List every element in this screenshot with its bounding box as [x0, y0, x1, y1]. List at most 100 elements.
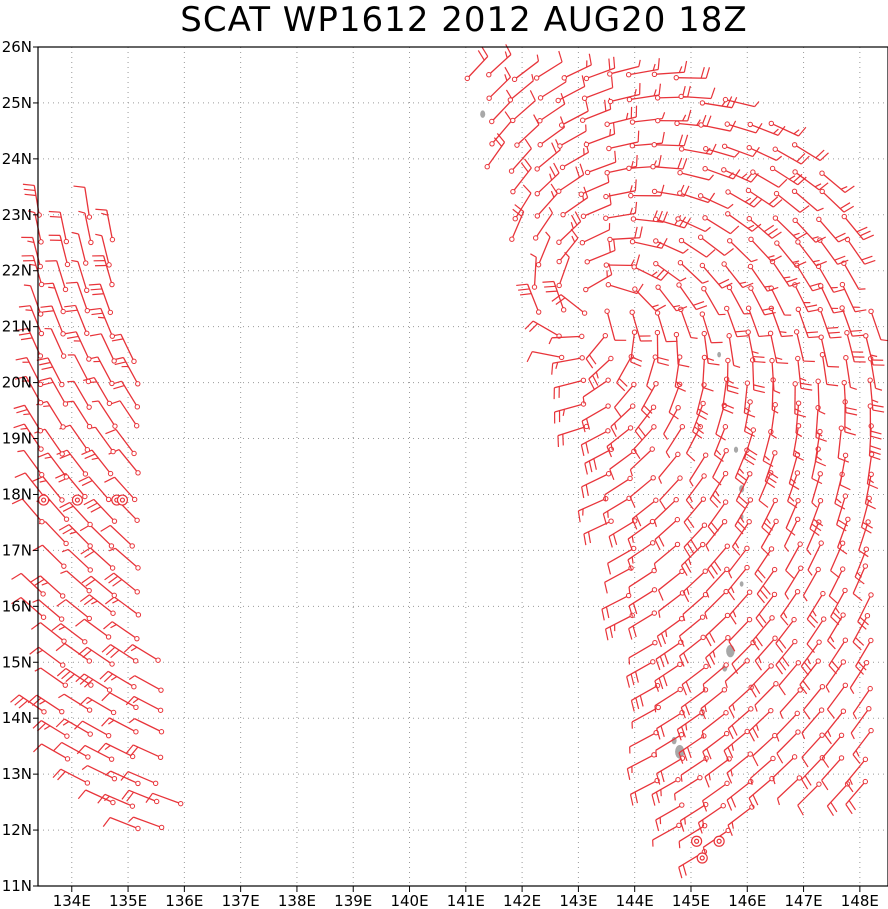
wind-barb-312	[795, 400, 803, 438]
wind-barb-183	[749, 663, 774, 698]
wind-barb-31	[29, 646, 66, 668]
wind-barb-347	[654, 329, 669, 367]
land-islet-0	[480, 110, 486, 118]
wind-barb-84	[39, 377, 69, 407]
wind-barb-406	[653, 238, 689, 254]
wind-barb-338	[769, 357, 781, 394]
wind-barb-392	[677, 260, 709, 284]
wind-barb-87	[110, 380, 141, 410]
wind-barb-12	[76, 744, 115, 762]
wind-barb-89	[36, 357, 65, 388]
wind-barb-285	[764, 450, 779, 489]
wind-barb-427	[792, 217, 826, 243]
wind-barb-252	[837, 516, 851, 555]
wind-barb-64	[32, 476, 65, 503]
wind-barb-163	[748, 707, 774, 742]
wind-barb-205	[775, 616, 797, 653]
wind-barb-249	[760, 518, 779, 556]
wind-barb-45	[11, 572, 46, 597]
wind-barb-119	[73, 185, 93, 220]
wind-barb-505	[651, 60, 688, 78]
wind-barb-417	[560, 186, 589, 218]
wind-barb-244	[627, 518, 656, 550]
wind-barb-357	[516, 283, 542, 315]
y-tick-label-6: 17N	[2, 541, 32, 559]
land-islet-2	[733, 446, 739, 453]
wind-barb-423	[702, 215, 740, 235]
wind-barb-346	[630, 329, 643, 367]
calm-marker-0	[38, 494, 50, 506]
wind-barb-53	[108, 547, 141, 571]
wind-barb-331	[588, 355, 614, 390]
wind-barb-245	[654, 516, 681, 551]
wind-barb-258	[683, 496, 707, 532]
wind-barb-470	[746, 144, 783, 161]
wind-barb-177	[852, 685, 873, 720]
wind-barb-295	[685, 423, 703, 462]
x-tick-label-9: 143E	[559, 892, 597, 909]
wind-barb-494	[678, 87, 716, 100]
wind-barb-44	[104, 596, 142, 618]
wind-barb-275	[811, 471, 823, 508]
wind-barb-175	[802, 684, 826, 720]
wind-barb-292	[606, 425, 634, 458]
y-tick-label-7: 18N	[2, 485, 32, 503]
wind-barb-108	[71, 259, 90, 293]
wind-barb-17	[74, 720, 112, 739]
wind-barb-299	[792, 423, 804, 461]
wind-barb-0	[102, 816, 141, 832]
wind-barb-326	[815, 378, 826, 415]
wind-barb-469	[721, 143, 760, 158]
wind-barb-206	[806, 616, 827, 654]
wind-barb-352	[767, 330, 789, 364]
x-tick-label-8: 142E	[503, 892, 541, 909]
y-tick-label-15: 26N	[2, 38, 32, 56]
wind-barb-39	[103, 621, 140, 642]
wind-barb-170	[680, 687, 709, 719]
wind-barb-95	[64, 331, 92, 362]
wind-barb-176	[826, 682, 849, 719]
wind-barb-458	[819, 170, 855, 194]
wind-barb-1	[128, 816, 165, 831]
calm-marker-5	[713, 835, 725, 847]
wind-barb-222	[658, 568, 685, 601]
wind-barb-214	[729, 589, 753, 625]
wind-barb-261	[761, 497, 778, 536]
wind-barb-154	[776, 729, 801, 764]
wind-barb-412	[795, 239, 827, 267]
wind-barb-344	[548, 333, 585, 345]
wind-barb-291	[580, 428, 611, 457]
wind-barb-86	[83, 376, 113, 407]
wind-barb-328	[867, 377, 885, 413]
wind-barb-360	[604, 308, 627, 341]
wind-barb-81	[91, 400, 118, 429]
wind-barb-101	[89, 307, 116, 339]
wind-barb-311	[770, 402, 778, 439]
wind-barb-133	[748, 775, 775, 809]
wind-barb-55	[58, 524, 93, 549]
wind-barb-351	[745, 329, 766, 363]
axis-ticks: 134E 135E 136E 137E 138E 139E 140E 141E 142E 143E…	[2, 38, 879, 909]
wind-barb-445	[508, 138, 532, 174]
wind-barb-147	[845, 756, 869, 793]
wind-barb-496	[722, 96, 760, 108]
wind-barb-456	[769, 165, 807, 186]
wind-barb-487	[507, 74, 534, 103]
wind-barb-24	[101, 692, 139, 711]
wind-barb-85	[67, 380, 92, 410]
wind-barb-343	[524, 320, 562, 339]
x-tick-label-5: 139E	[334, 892, 372, 909]
wind-barb-30	[128, 675, 164, 693]
wind-barb-246	[683, 522, 708, 558]
wind-barb-211	[658, 590, 686, 618]
wind-barb-267	[604, 475, 633, 502]
calm-marker-6	[696, 852, 708, 864]
wind-barb-192	[731, 639, 756, 675]
wind-barb-374	[583, 263, 613, 293]
wind-barb-167	[850, 706, 872, 740]
wind-barb-377	[655, 284, 688, 312]
wind-barb-111	[48, 234, 71, 268]
wind-barb-10	[33, 743, 71, 762]
wind-barb-476	[558, 99, 589, 128]
wind-barb-216	[780, 588, 801, 626]
